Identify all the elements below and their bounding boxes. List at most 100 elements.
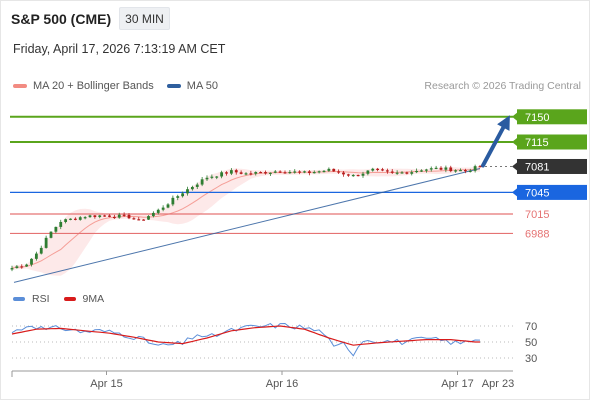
- candle-up: [34, 253, 38, 259]
- level-value-7150: 7150: [525, 112, 549, 124]
- candle-down: [478, 166, 482, 168]
- candle-up: [44, 237, 48, 248]
- level-value-7115: 7115: [525, 137, 549, 149]
- legend-item-ma20: MA 20 + Bollinger Bands: [13, 80, 154, 92]
- rsi-legend: RSI 9MA: [13, 293, 118, 305]
- candle-up: [25, 264, 29, 267]
- candle-down: [439, 167, 443, 170]
- candle-up: [444, 167, 448, 170]
- candle-up: [312, 172, 316, 174]
- candle-up: [156, 209, 160, 213]
- candle-up: [400, 172, 404, 174]
- level-value-7015: 7015: [525, 209, 549, 221]
- candle-up: [424, 169, 428, 171]
- x-tick-label-1: Apr 16: [266, 378, 298, 390]
- candle-up: [190, 186, 194, 190]
- candle-up: [15, 266, 19, 269]
- candle-down: [405, 172, 409, 174]
- candle-down: [298, 171, 302, 173]
- candle-up: [293, 171, 297, 173]
- candle-down: [337, 171, 341, 173]
- candle-up: [395, 172, 399, 174]
- level-label-box-7045: [517, 184, 587, 200]
- rsi-ma-line: [11, 325, 480, 346]
- candle-down: [93, 215, 97, 218]
- candle-up: [161, 207, 165, 210]
- candle-down: [332, 168, 336, 172]
- level-label-pointer-7150: [512, 112, 517, 121]
- candle-down: [137, 219, 141, 221]
- candle-up: [176, 196, 180, 198]
- candle-up: [254, 172, 258, 174]
- candle-up: [181, 193, 185, 197]
- candle-down: [278, 171, 282, 173]
- candle-down: [463, 170, 467, 172]
- rsi-tick-label-30: 30: [525, 353, 537, 365]
- forecast-arrow-head: [497, 115, 510, 131]
- candle-up: [83, 217, 87, 219]
- candle-up: [410, 172, 414, 174]
- candle-down: [264, 172, 267, 174]
- candle-up: [361, 173, 365, 176]
- ma50-swatch: [166, 84, 181, 88]
- candle-up: [229, 170, 233, 174]
- candle-down: [239, 172, 243, 174]
- candle-up: [54, 226, 58, 232]
- timeframe-button[interactable]: 30 MIN: [119, 7, 170, 30]
- candle-up: [205, 177, 209, 180]
- rsi-swatch: [13, 297, 25, 301]
- legend-item-rsi: RSI: [13, 293, 50, 305]
- x-tick-label-3: Apr 23: [482, 378, 514, 390]
- ma20-swatch: [13, 84, 27, 88]
- level-label-pointer-7081: [512, 162, 517, 171]
- level-label-box-7150: [517, 109, 587, 125]
- candle-up: [215, 176, 219, 178]
- rsi-tick-label-50: 50: [525, 337, 537, 349]
- candle-down: [385, 170, 389, 172]
- candle-up: [171, 197, 175, 205]
- candle-up: [88, 215, 92, 218]
- ma50-label: MA 50: [186, 80, 218, 92]
- level-label-pointer-7045: [512, 188, 517, 197]
- candle-up: [78, 217, 82, 220]
- candle-down: [346, 174, 350, 176]
- candle-down: [307, 171, 311, 174]
- candle-up: [317, 171, 321, 173]
- candle-up: [454, 170, 458, 172]
- candle-up: [303, 171, 306, 173]
- level-label-box-7115: [517, 134, 587, 150]
- rsi-ma-swatch: [63, 297, 76, 301]
- x-tick-label-0: Apr 15: [90, 378, 122, 390]
- candle-down: [225, 172, 228, 174]
- candle-up: [220, 172, 224, 177]
- main-legend: MA 20 + Bollinger Bands MA 50: [13, 80, 231, 92]
- candle-up: [10, 268, 14, 270]
- candle-down: [342, 172, 345, 175]
- candle-up: [59, 221, 63, 227]
- candle-down: [20, 266, 24, 268]
- candle-down: [108, 215, 111, 217]
- candle-up: [268, 172, 272, 174]
- instrument-title: S&P 500 (CME): [11, 11, 112, 27]
- candle-down: [449, 167, 453, 172]
- forecast-arrow-shaft: [481, 125, 506, 168]
- candle-down: [234, 170, 238, 173]
- rsi-ma-legend-label: 9MA: [82, 293, 105, 305]
- candle-down: [103, 215, 107, 217]
- x-tick-label-2: Apr 17: [441, 378, 473, 390]
- candle-up: [30, 258, 33, 265]
- candle-up: [69, 218, 72, 220]
- candle-down: [259, 172, 263, 174]
- level-value-6988: 6988: [525, 228, 549, 240]
- candle-up: [244, 173, 248, 175]
- candle-up: [415, 170, 419, 173]
- candle-up: [468, 170, 472, 173]
- candle-down: [390, 171, 394, 173]
- datetime-label: Friday, April 17, 2026 7:13:19 AM CET: [13, 42, 226, 56]
- candle-down: [73, 218, 77, 220]
- candle-up: [429, 168, 433, 170]
- level-value-7045: 7045: [525, 187, 549, 199]
- level-value-7081: 7081: [525, 161, 549, 173]
- candle-up: [151, 212, 155, 217]
